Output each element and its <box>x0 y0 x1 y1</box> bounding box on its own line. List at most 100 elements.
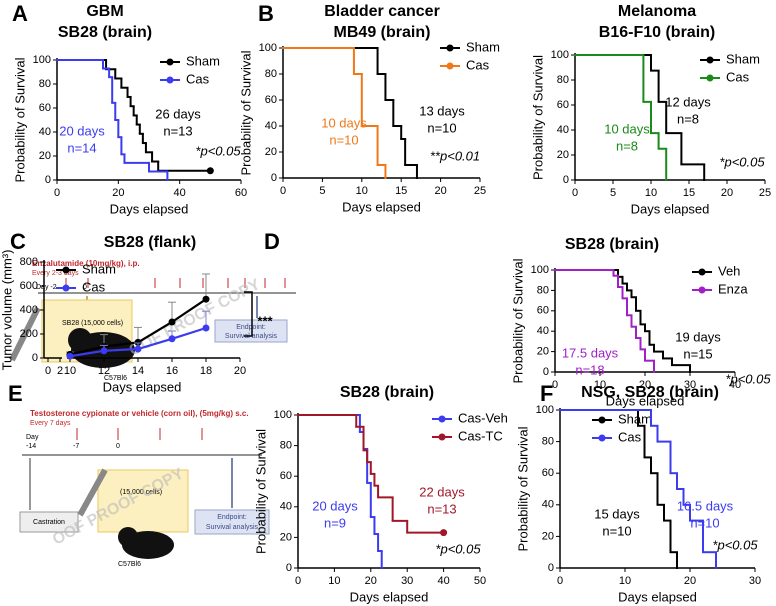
legend-marker <box>706 74 714 82</box>
day-label: -7 <box>73 443 79 450</box>
legend-label: Veh <box>718 263 740 278</box>
x-tick-label: 10 <box>356 185 368 197</box>
legend-label: Cas-Veh <box>458 410 508 425</box>
legend-marker <box>62 266 70 274</box>
strain-label: C57Bl6 <box>104 375 127 382</box>
x-tick-label: 0 <box>572 187 578 199</box>
chart-title: GBM <box>86 3 123 20</box>
panel-label: D <box>264 229 280 254</box>
legend-label: Sham <box>186 53 220 68</box>
y-tick-label: 40 <box>265 120 277 132</box>
chart-title: SB28 (brain) <box>340 384 434 401</box>
legend-label: Cas <box>618 429 642 444</box>
drug-label: Testosterone cypionate or vehicle (corn … <box>30 409 249 418</box>
x-tick-label: 30 <box>401 575 413 587</box>
y-tick-label: 60 <box>537 305 549 317</box>
legend-marker <box>698 268 706 276</box>
chart-title: SB28 (flank) <box>104 234 196 251</box>
x-tick-label: 10 <box>64 365 76 377</box>
annotation: 19 days <box>675 329 721 344</box>
x-tick-label: 0 <box>54 187 60 199</box>
y-tick-label: 80 <box>265 68 277 80</box>
point <box>100 347 108 355</box>
x-tick-label: 0 <box>295 575 301 587</box>
y-tick-label: 20 <box>265 146 277 158</box>
x-tick-label: 10 <box>645 187 657 199</box>
x-tick-label: 18 <box>200 365 212 377</box>
x-tick-label: 30 <box>684 379 696 391</box>
x-tick-label: 40 <box>729 379 741 391</box>
annotation: n=8 <box>616 138 638 153</box>
x-tick-label: 20 <box>112 187 124 199</box>
dose-arrows <box>76 428 203 440</box>
annotation: 13 days <box>419 103 465 118</box>
x-axis-label: Days elapsed <box>618 589 697 604</box>
x-tick-label: 10 <box>328 575 340 587</box>
panel-label: B <box>258 1 274 26</box>
y-tick-label: 0 <box>548 562 554 574</box>
annotation: 17.5 days <box>562 345 619 360</box>
annotation: n=14 <box>67 140 96 155</box>
x-tick-label: 10 <box>594 379 606 391</box>
mouse <box>118 527 138 547</box>
syringe <box>9 306 41 362</box>
y-tick-label: 80 <box>39 78 51 90</box>
annotation: *p<0.05 <box>195 143 241 158</box>
legend-label: Sham <box>82 261 116 276</box>
day-label: 0 <box>116 443 120 450</box>
y-axis-label: Probability of Survival <box>530 55 545 180</box>
y-tick-label: 100 <box>536 404 554 416</box>
legend-marker <box>698 286 706 294</box>
y-tick-label: 0 <box>563 174 569 186</box>
y-tick-label: 60 <box>39 102 51 114</box>
annotation: 26 days <box>155 106 201 121</box>
x-tick-label: 20 <box>721 187 733 199</box>
castration-box <box>19 511 79 533</box>
y-tick-label: 0 <box>286 562 292 574</box>
y-tick-label: 100 <box>274 409 292 421</box>
syringe <box>77 468 108 517</box>
y-tick-label: 80 <box>557 74 569 86</box>
x-axis-label: Days elapsed <box>606 393 685 408</box>
legend-marker <box>438 433 446 441</box>
legend-marker <box>166 76 174 84</box>
chart-title: SB28 (brain) <box>565 236 659 253</box>
y-tick-label: 0 <box>543 366 549 378</box>
y-axis-label: Probability of Survival <box>515 426 530 551</box>
endpoint-box <box>194 509 270 535</box>
y-axis-label: Probability of Survival <box>253 429 268 554</box>
x-tick-label: 60 <box>235 187 247 199</box>
point <box>168 318 176 326</box>
y-tick-label: 40 <box>39 126 51 138</box>
legend-marker <box>598 416 606 424</box>
endpoint-box <box>214 319 288 343</box>
chart-title: MB49 (brain) <box>334 24 431 41</box>
y-tick-label: 60 <box>542 467 554 479</box>
schedule-label: Every 7 days <box>30 420 71 427</box>
x-axis-label: Days elapsed <box>631 201 710 216</box>
y-tick-label: 60 <box>265 94 277 106</box>
day-label: 0 <box>83 284 87 291</box>
x-tick-label: 50 <box>474 575 486 587</box>
y-tick-label: 40 <box>542 499 554 511</box>
y-tick-label: 0 <box>271 172 277 184</box>
x-tick-label: 40 <box>174 187 186 199</box>
annotation: *p<0.05 <box>712 537 758 552</box>
x-axis-label: Days elapsed <box>110 201 189 216</box>
annotation: *p<0.05 <box>435 541 481 556</box>
annotation: 20 days <box>312 498 358 513</box>
annotation: n=18 <box>575 362 604 377</box>
cells-label: (15,000 cells) <box>120 489 162 496</box>
y-tick-label: 40 <box>537 325 549 337</box>
y-tick-label: 60 <box>557 99 569 111</box>
x-tick-label: 14 <box>132 365 144 377</box>
x-tick-label: 12 <box>98 365 110 377</box>
x-tick-label: 0 <box>557 575 563 587</box>
chart-title: SB28 (brain) <box>58 24 152 41</box>
castration-label: Castration <box>33 519 65 526</box>
annotation: 20 days <box>59 123 105 138</box>
legend-marker <box>166 58 174 66</box>
x-tick-label: 25 <box>759 187 771 199</box>
y-tick-label: 0 <box>32 352 38 364</box>
x-tick-label: 40 <box>437 575 449 587</box>
